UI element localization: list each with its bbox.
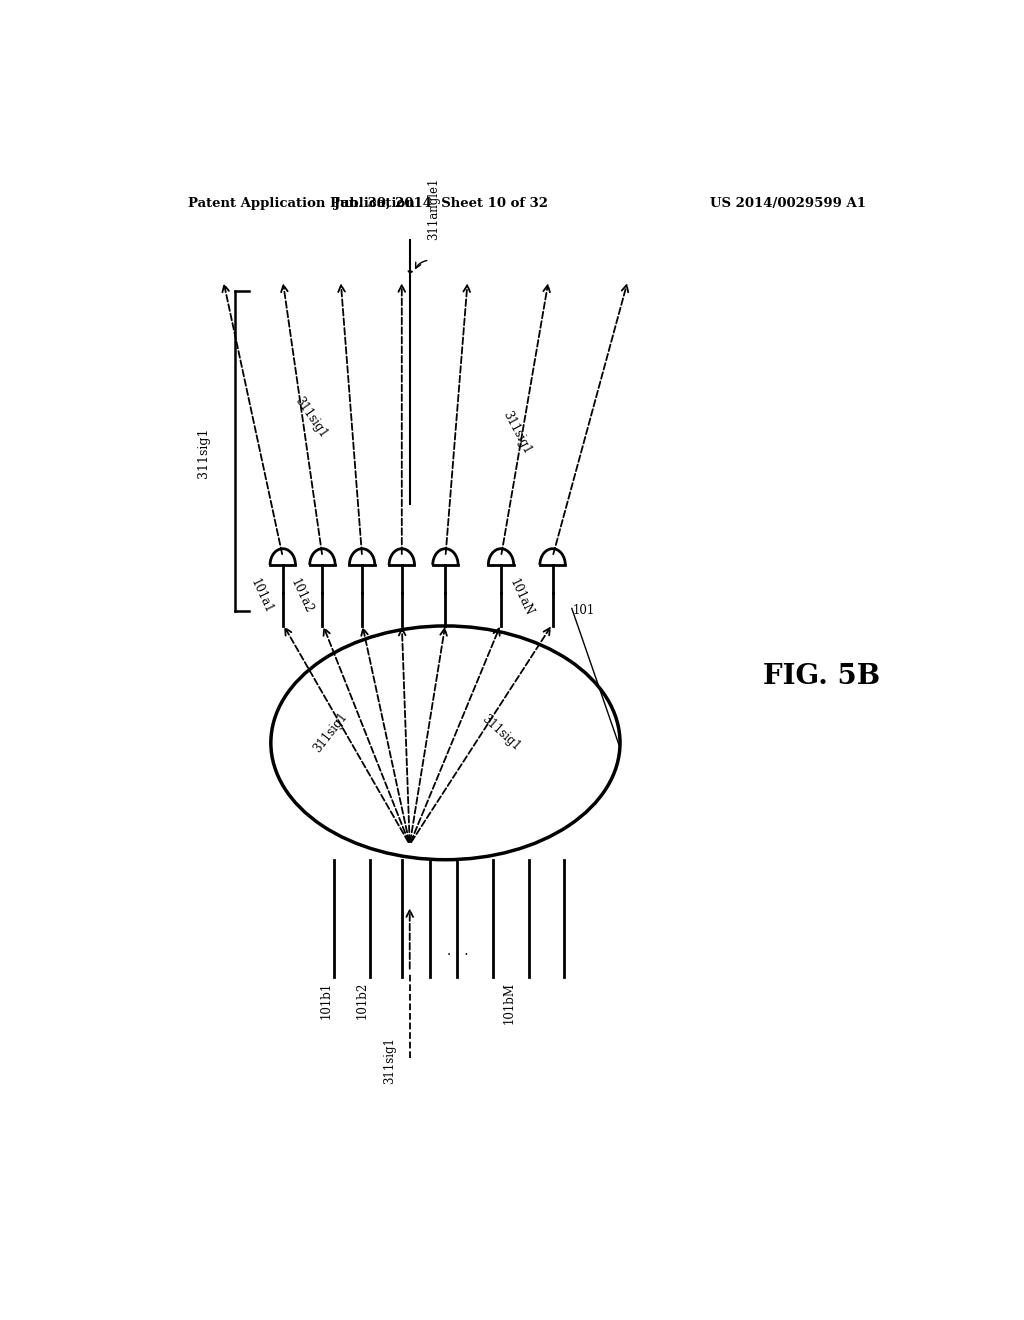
Text: Jan. 30, 2014  Sheet 10 of 32: Jan. 30, 2014 Sheet 10 of 32 — [335, 197, 549, 210]
Text: FIG. 5B: FIG. 5B — [763, 663, 880, 690]
Text: 101a2: 101a2 — [288, 577, 315, 616]
Text: 311angle1: 311angle1 — [427, 177, 440, 240]
Text: 101b2: 101b2 — [355, 982, 369, 1019]
Text: 101bM: 101bM — [503, 982, 515, 1024]
Text: 101b1: 101b1 — [319, 982, 333, 1019]
Text: 101aN: 101aN — [507, 577, 535, 619]
Text: 101: 101 — [572, 603, 595, 616]
Text: 311sig1: 311sig1 — [292, 395, 330, 441]
Text: 311sig1: 311sig1 — [383, 1038, 396, 1085]
Text: 311sig1: 311sig1 — [311, 710, 350, 755]
Text: . . .: . . . — [446, 944, 468, 958]
Text: US 2014/0029599 A1: US 2014/0029599 A1 — [710, 197, 866, 210]
Text: 311sig1: 311sig1 — [500, 409, 534, 457]
Text: Patent Application Publication: Patent Application Publication — [187, 197, 415, 210]
Text: 311sig1: 311sig1 — [479, 713, 523, 754]
Text: 311sig1: 311sig1 — [197, 428, 210, 478]
Text: 101a1: 101a1 — [249, 577, 275, 616]
